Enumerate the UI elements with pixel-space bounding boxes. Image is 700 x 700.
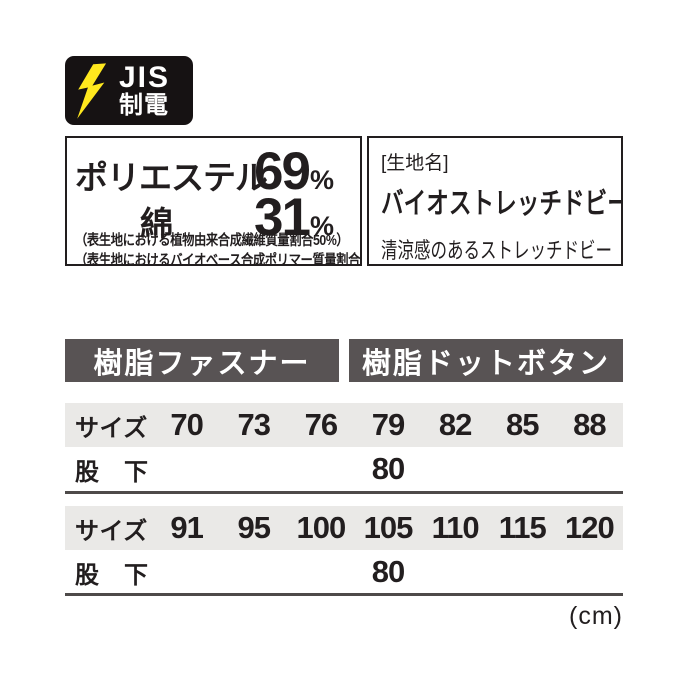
unit-note: (cm) <box>569 602 623 630</box>
size-table-2: サイズ 91 95 100 105 110 115 120 股 下 80 <box>65 506 623 594</box>
size-table-1: サイズ 70 73 76 79 82 85 88 股 下 80 <box>65 403 623 491</box>
composition-notes: （表生地における植物由来合成繊維質量割合50%） （表生地におけるバイオベース合… <box>75 232 360 266</box>
size-value: 73 <box>237 407 270 442</box>
percent-sign: % <box>310 165 335 195</box>
inseam-label: 股 下 <box>75 561 149 589</box>
material-row-polyester: ポリエステル 69 % <box>75 141 352 201</box>
material-row-cotton: 綿 31 % <box>75 187 352 247</box>
size-value: 100 <box>296 510 346 545</box>
size-value: 115 <box>498 510 547 545</box>
percent-sign: % <box>310 211 335 241</box>
inseam-value: 80 <box>371 451 405 486</box>
size-value: 82 <box>438 407 472 442</box>
size-header-row: サイズ 91 95 100 105 110 115 120 <box>65 506 623 550</box>
material-percent-value: 31 <box>254 188 311 247</box>
composition-note-1: （表生地における植物由来合成繊維質量割合50%） <box>75 233 349 249</box>
size-header-label: サイズ <box>75 517 148 545</box>
inseam-row: 股 下 80 <box>65 550 623 594</box>
composition-note-2: （表生地におけるバイオベース合成ポリマー質量割合14%） <box>75 252 360 266</box>
lightning-bolt-icon <box>65 62 119 119</box>
inseam-label: 股 下 <box>75 458 149 486</box>
size-value: 85 <box>506 407 539 442</box>
table-divider <box>65 491 623 494</box>
size-value: 95 <box>237 510 270 545</box>
size-value: 120 <box>565 510 615 545</box>
fabric-name-label: [生地名] <box>381 153 449 174</box>
size-header-label: サイズ <box>75 414 148 442</box>
badge-text: JIS 制電 <box>119 62 170 118</box>
feature-bar-resin-dot-button: 樹脂ドットボタン <box>349 339 623 382</box>
size-value: 79 <box>371 407 405 442</box>
size-value: 91 <box>170 510 203 545</box>
material-name: 綿 <box>140 205 173 242</box>
material-percent-value: 69 <box>254 142 311 201</box>
inseam-value: 80 <box>371 554 405 589</box>
spec-boxes-row: ポリエステル 69 % 綿 31 % （表生地における植物由来合成繊維質量割合5… <box>65 136 623 266</box>
fabric-name-box: [生地名] バイオストレッチドビー 清涼感のあるストレッチドビー <box>367 136 623 266</box>
material-composition-box: ポリエステル 69 % 綿 31 % （表生地における植物由来合成繊維質量割合5… <box>65 136 362 266</box>
size-value: 76 <box>304 407 338 442</box>
size-value: 70 <box>170 407 203 442</box>
inseam-row: 股 下 80 <box>65 447 623 491</box>
badge-seiden-label: 制電 <box>119 91 169 119</box>
badge-jis-label: JIS <box>119 61 171 95</box>
size-header-row: サイズ 70 73 76 79 82 85 88 <box>65 403 623 447</box>
size-value: 88 <box>573 407 606 442</box>
feature-bars: 樹脂ファスナー 樹脂ドットボタン <box>65 339 623 382</box>
jis-antistatic-badge: JIS 制電 <box>65 56 193 125</box>
table-divider <box>65 593 623 596</box>
feature-bar-resin-zipper: 樹脂ファスナー <box>65 339 339 382</box>
size-value: 105 <box>363 510 414 545</box>
size-value: 110 <box>431 510 480 545</box>
fabric-description: 清涼感のあるストレッチドビー <box>381 238 613 263</box>
fabric-name-value: バイオストレッチドビー <box>381 188 623 220</box>
material-name: ポリエステル <box>75 159 268 196</box>
